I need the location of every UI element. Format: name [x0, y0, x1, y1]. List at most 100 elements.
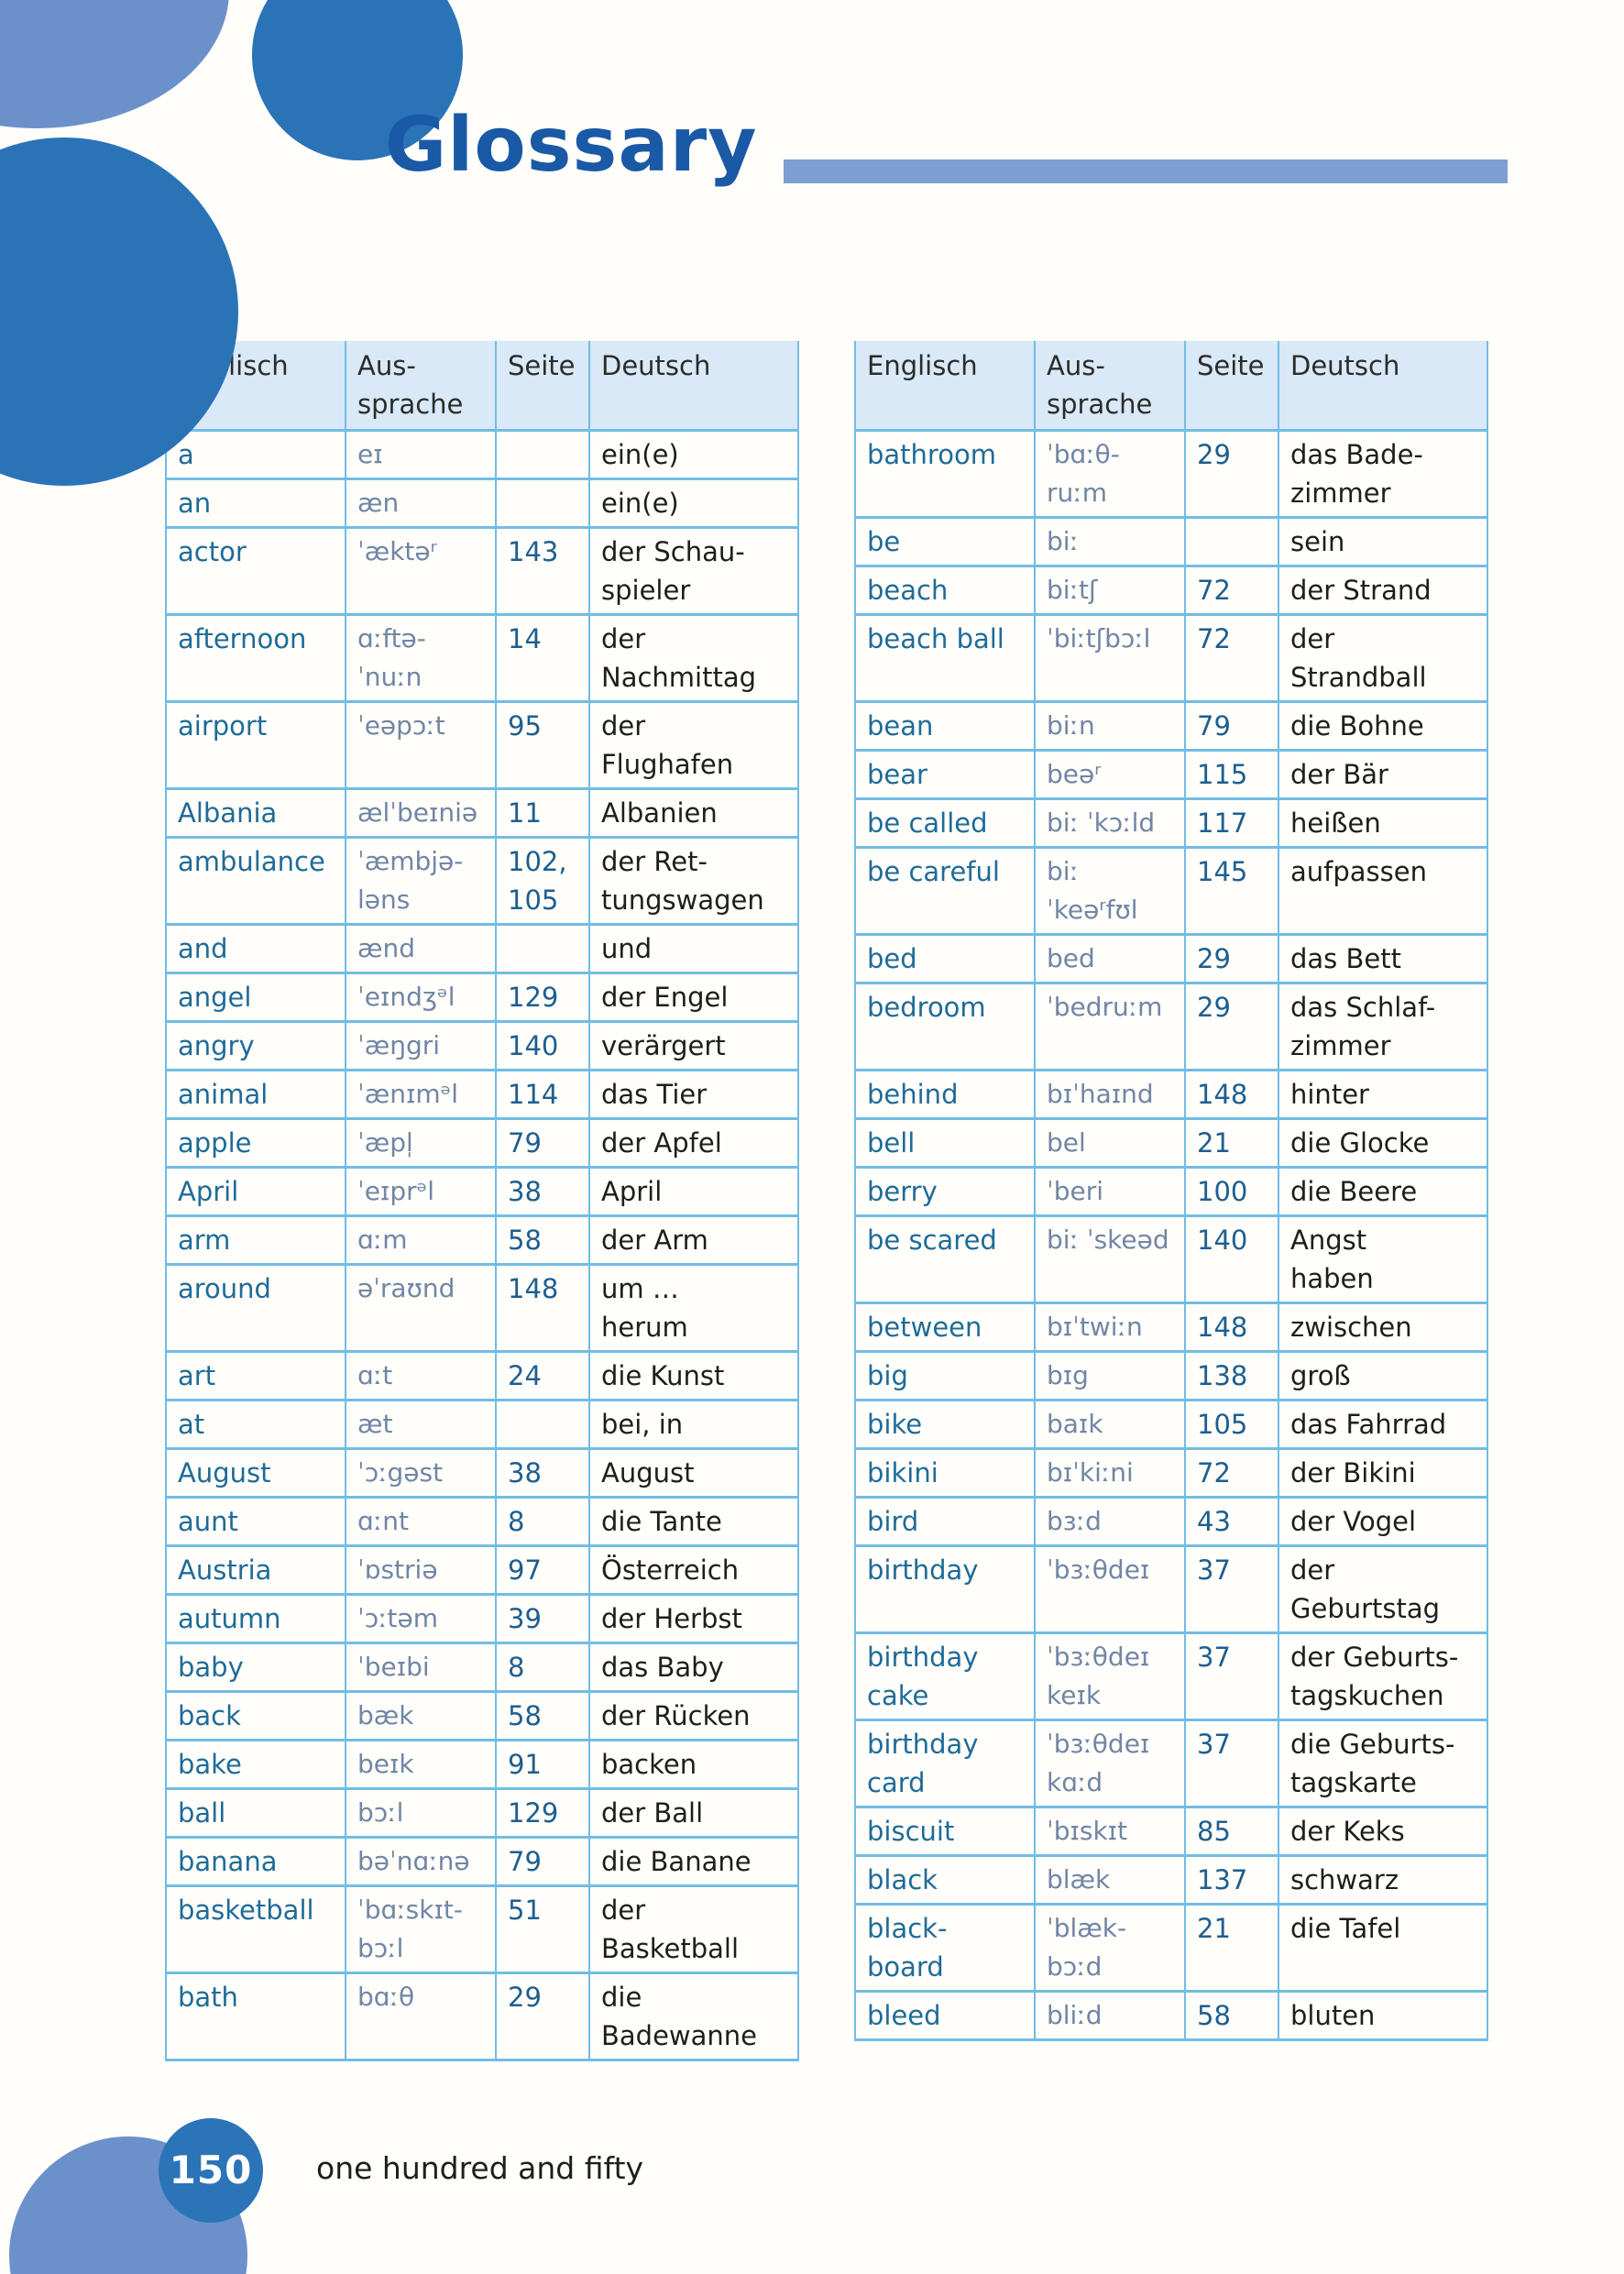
entry-page: 38 [495, 1167, 590, 1217]
entry-pronunciation: ænd [345, 924, 497, 974]
entry-german: das Baby [588, 1642, 799, 1693]
glossary-row: be biː sein [854, 517, 1488, 567]
entry-english: at [165, 1400, 346, 1450]
entry-german: der Schau- spieler [588, 527, 799, 616]
entry-page: 91 [495, 1740, 590, 1790]
glossary-row: berry ˈberi 100 die Beere [854, 1167, 1488, 1217]
entry-english: beach ball [854, 614, 1036, 703]
entry-pronunciation: æt [345, 1400, 497, 1450]
entry-page: 43 [1184, 1497, 1279, 1547]
glossary-row: afternoon ɑːftə- ˈnuːn 14 der Nachmittag [165, 614, 799, 703]
entry-page: 79 [1184, 701, 1279, 752]
glossary-row: actor ˈæktəʳ 143 der Schau- spieler [165, 527, 799, 616]
entry-english: actor [165, 527, 346, 616]
entry-german: der Nachmittag [588, 614, 799, 703]
entry-german: das Bett [1278, 934, 1488, 984]
entry-pronunciation: ælˈbeɪniə [345, 788, 497, 839]
glossary-row: airport ˈeəpɔːt 95 der Flughafen [165, 701, 799, 790]
entry-german: groß [1278, 1351, 1488, 1401]
entry-page: 100 [1184, 1167, 1279, 1217]
glossary-row: angel ˈeɪndʒᵊl 129 der Engel [165, 972, 799, 1023]
entry-english: beach [854, 566, 1036, 616]
entry-german: der Ball [588, 1788, 799, 1839]
entry-german: bei, in [588, 1400, 799, 1450]
entry-english: bear [854, 750, 1036, 800]
entry-english: an [165, 478, 346, 529]
entry-german: Albanien [588, 788, 799, 839]
entry-page: 79 [495, 1837, 590, 1887]
entry-english: arm [165, 1215, 346, 1266]
entry-german: April [588, 1167, 799, 1217]
entry-pronunciation: beəʳ [1034, 750, 1186, 800]
entry-page: 29 [1184, 983, 1279, 1071]
entry-german: und [588, 924, 799, 974]
entry-pronunciation: æn [345, 478, 497, 529]
glossary-row: bike baɪk 105 das Fahrrad [854, 1400, 1488, 1450]
entry-page [495, 924, 590, 974]
entry-english: bean [854, 701, 1036, 752]
entry-german: die Kunst [588, 1351, 799, 1401]
header-page: Seite [1184, 341, 1279, 432]
entry-german: die Geburts- tagskarte [1278, 1719, 1488, 1808]
entry-pronunciation: ˈbɜːθdeɪ [1034, 1545, 1186, 1634]
entry-pronunciation: bɪˈkiːni [1034, 1448, 1186, 1499]
entry-german: der Apfel [588, 1118, 799, 1169]
entry-german: sein [1278, 517, 1488, 567]
entry-english: black [854, 1855, 1036, 1906]
glossary-row: April ˈeɪprᵊl 38 April [165, 1167, 799, 1217]
glossary-row: biscuit ˈbɪskɪt 85 der Keks [854, 1807, 1488, 1857]
glossary-table-right: Englisch Aus- sprache Seite Deutsch bath… [854, 341, 1488, 2041]
entry-english: afternoon [165, 614, 346, 703]
entry-page: 145 [1184, 847, 1279, 936]
entry-english: and [165, 924, 346, 974]
entry-german: der Herbst [588, 1594, 799, 1644]
entry-page: 138 [1184, 1351, 1279, 1401]
glossary-row: bed bed 29 das Bett [854, 934, 1488, 984]
entry-pronunciation: ˈænɪmᵊl [345, 1070, 497, 1120]
entry-german: hinter [1278, 1070, 1488, 1120]
entry-english: aunt [165, 1497, 346, 1547]
entry-page: 148 [1184, 1302, 1279, 1353]
glossary-row: bath bɑːθ 29 die Badewanne [165, 1972, 799, 2061]
glossary-row: apple ˈæpl̩ 79 der Apfel [165, 1118, 799, 1169]
entry-pronunciation: ˈbeɪbi [345, 1642, 497, 1693]
entry-page: 72 [1184, 1448, 1279, 1499]
entry-page: 58 [1184, 1991, 1279, 2041]
entry-german: aufpassen [1278, 847, 1488, 936]
page-title: Glossary [385, 102, 758, 189]
entry-pronunciation: əˈraʊnd [345, 1264, 497, 1353]
entry-pronunciation: ˈbɪskɪt [1034, 1807, 1186, 1857]
entry-page [495, 430, 590, 480]
entry-german: das Bade- zimmer [1278, 430, 1488, 519]
entry-pronunciation: biː ˈkeəʳfʊl [1034, 847, 1186, 936]
entry-pronunciation: ˈɔːgəst [345, 1448, 497, 1499]
glossary-row: birthday ˈbɜːθdeɪ 37 der Geburtstag [854, 1545, 1488, 1634]
entry-english: art [165, 1351, 346, 1401]
glossary-row: bake beɪk 91 backen [165, 1740, 799, 1790]
entry-german: der Keks [1278, 1807, 1488, 1857]
glossary-row: ball bɔːl 129 der Ball [165, 1788, 799, 1839]
entry-page: 29 [1184, 430, 1279, 519]
entry-pronunciation: bliːd [1034, 1991, 1186, 2041]
glossary-row: basketball ˈbɑːskɪt- bɔːl 51 der Basketball [165, 1885, 799, 1974]
entry-german: heißen [1278, 798, 1488, 849]
glossary-row: beach ball ˈbiːtʃbɔːl 72 der Strandball [854, 614, 1488, 703]
entry-english: autumn [165, 1594, 346, 1644]
glossary-row: bean biːn 79 die Bohne [854, 701, 1488, 752]
glossary-row: back bæk 58 der Rücken [165, 1691, 799, 1741]
entry-page: 115 [1184, 750, 1279, 800]
entry-pronunciation: ˈæpl̩ [345, 1118, 497, 1169]
glossary-row: ambulance ˈæmbjə- ləns 102, 105 der Ret- tu… [165, 837, 799, 926]
entry-page: 29 [1184, 934, 1279, 984]
entry-german: die Beere [1278, 1167, 1488, 1217]
entry-german: Angst haben [1278, 1215, 1488, 1304]
entry-page: 14 [495, 614, 590, 703]
entry-pronunciation: bəˈnɑːnə [345, 1837, 497, 1887]
entry-german: das Fahrrad [1278, 1400, 1488, 1450]
entry-pronunciation: ˈɔːtəm [345, 1594, 497, 1644]
entry-english: behind [854, 1070, 1036, 1120]
glossary-row: art ɑːt 24 die Kunst [165, 1351, 799, 1401]
entry-page: 11 [495, 788, 590, 839]
entry-english: birthday card [854, 1719, 1036, 1808]
entry-pronunciation: ɑːnt [345, 1497, 497, 1547]
